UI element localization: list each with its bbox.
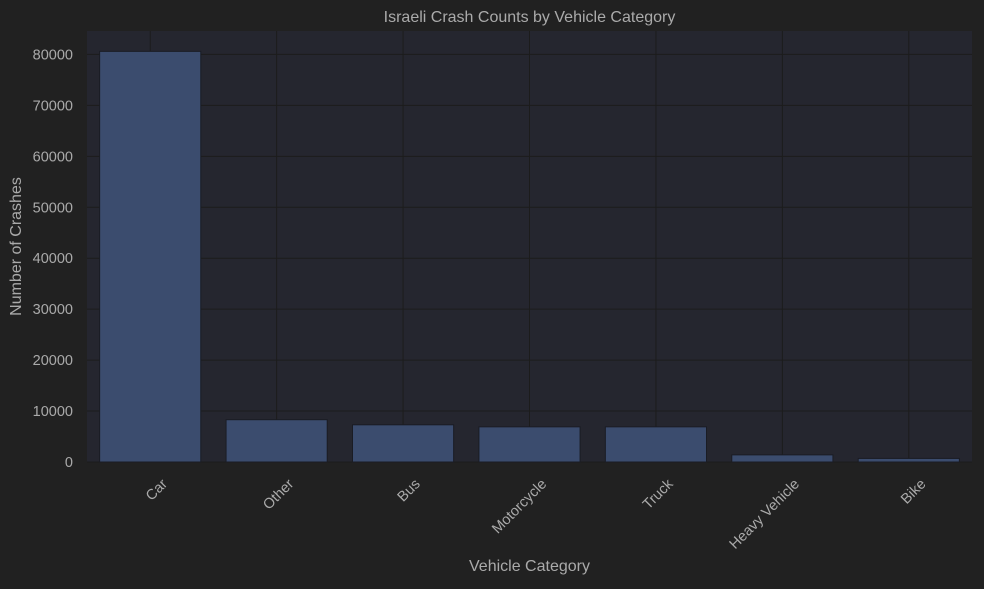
y-tick-labels: 0 10000 20000 30000 40000 50000 60000 70000 8000… bbox=[33, 47, 73, 471]
bar-truck bbox=[604, 426, 707, 463]
y-tick-label: 20000 bbox=[33, 353, 73, 369]
x-tick-label: Truck bbox=[640, 476, 677, 513]
y-tick-label: 60000 bbox=[33, 149, 73, 165]
y-tick-label: 10000 bbox=[33, 404, 73, 420]
bar-heavy-vehicle bbox=[731, 454, 834, 463]
bar-bike bbox=[857, 457, 960, 463]
y-tick-label: 30000 bbox=[33, 302, 73, 318]
y-axis-label: Number of Crashes bbox=[8, 177, 25, 316]
bar-other bbox=[225, 419, 328, 463]
y-tick-label: 70000 bbox=[33, 98, 73, 114]
x-axis-label: Vehicle Category bbox=[469, 558, 590, 575]
y-tick-label: 0 bbox=[65, 455, 73, 471]
chart-title: Israeli Crash Counts by Vehicle Category bbox=[384, 9, 676, 26]
bar-car bbox=[99, 50, 202, 463]
x-tick-label: Motorcycle bbox=[489, 476, 550, 537]
y-tick-label: 80000 bbox=[33, 47, 73, 63]
x-tick-label: Car bbox=[143, 476, 171, 504]
y-tick-label: 40000 bbox=[33, 251, 73, 267]
x-tick-label: Bike bbox=[898, 476, 929, 507]
x-tick-labels: Car Other Bus Motorcycle Truck Heavy Vehicle B… bbox=[143, 476, 929, 553]
x-tick-label: Other bbox=[260, 476, 297, 513]
bar-bus bbox=[352, 424, 455, 463]
x-tick-label: Bus bbox=[395, 476, 424, 505]
bar-motorcycle bbox=[478, 426, 581, 463]
y-tick-label: 50000 bbox=[33, 200, 73, 216]
bars bbox=[99, 50, 960, 463]
x-tick-label: Heavy Vehicle bbox=[727, 476, 803, 552]
